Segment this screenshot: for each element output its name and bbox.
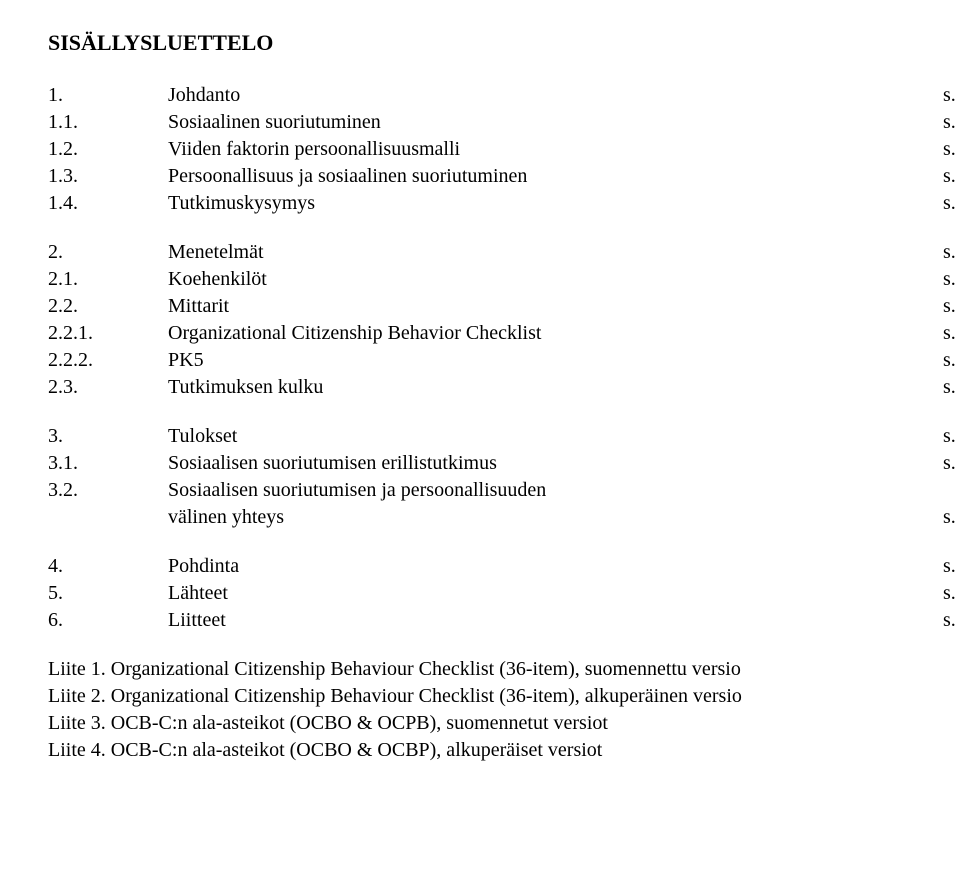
toc-page: s. 11 [943, 293, 960, 320]
toc-block: 1.Johdantos. 11.1.Sosiaalinen suoriutumi… [48, 82, 960, 217]
toc-row: 6.Liitteets. 25 [48, 607, 960, 634]
toc-row: 3.1.Sosiaalisen suoriutumisen erillistut… [48, 450, 960, 477]
toc-label: Menetelmät [168, 239, 943, 266]
toc-row: 2.2.1.Organizational Citizenship Behavio… [48, 320, 960, 347]
toc-number: 2.2. [48, 293, 168, 320]
toc-number: 2.1. [48, 266, 168, 293]
toc-number [48, 504, 168, 531]
toc-block: 2.Menetelmäts. 102.1.Koehenkilöts. 102.2… [48, 239, 960, 401]
toc-row: välinen yhteyss. 16 [48, 504, 960, 531]
toc-number: 2.2.2. [48, 347, 168, 374]
appendix-line: Liite 4. OCB-C:n ala-asteikot (OCBO & OC… [48, 737, 960, 764]
toc-label: välinen yhteys [168, 504, 943, 531]
toc-number: 3. [48, 423, 168, 450]
toc-page: s. 16 [943, 504, 960, 531]
toc-page: s. 10 [943, 239, 960, 266]
toc-page: s. 9 [943, 163, 960, 190]
toc-label: Liitteet [168, 607, 943, 634]
toc-number: 2.2.1. [48, 320, 168, 347]
toc-row: 5.Lähteets. 22 [48, 580, 960, 607]
toc-number: 4. [48, 553, 168, 580]
toc-row: 1.1.Sosiaalinen suoriutuminens. 2 [48, 109, 960, 136]
toc-page: s. 22 [943, 580, 960, 607]
toc-block: 4.Pohdintas. 185.Lähteets. 226.Liitteets… [48, 553, 960, 634]
toc-number: 1.3. [48, 163, 168, 190]
toc-label: Lähteet [168, 580, 943, 607]
toc-number: 1.1. [48, 109, 168, 136]
toc-row: 1.4.Tutkimuskysymyss. 10 [48, 190, 960, 217]
toc-label: Mittarit [168, 293, 943, 320]
toc-row: 4.Pohdintas. 18 [48, 553, 960, 580]
toc-page: s. 25 [943, 607, 960, 634]
toc-row: 3.Tuloksets. 14 [48, 423, 960, 450]
toc-row: 2.1.Koehenkilöts. 10 [48, 266, 960, 293]
appendix-line: Liite 3. OCB-C:n ala-asteikot (OCBO & OC… [48, 710, 960, 737]
appendix-line: Liite 2. Organizational Citizenship Beha… [48, 683, 960, 710]
toc-label: Sosiaalinen suoriutuminen [168, 109, 943, 136]
toc-number: 6. [48, 607, 168, 634]
table-of-contents: 1.Johdantos. 11.1.Sosiaalinen suoriutumi… [48, 82, 960, 634]
toc-label: Koehenkilöt [168, 266, 943, 293]
toc-number: 1.2. [48, 136, 168, 163]
toc-page: s. 13 [943, 347, 960, 374]
toc-label: PK5 [168, 347, 943, 374]
toc-number: 2.3. [48, 374, 168, 401]
toc-row: 2.2.Mittarits. 11 [48, 293, 960, 320]
toc-label: Sosiaalisen suoriutumisen ja persoonalli… [168, 477, 943, 504]
toc-label: Persoonallisuus ja sosiaalinen suoriutum… [168, 163, 943, 190]
toc-number: 1.4. [48, 190, 168, 217]
toc-number: 5. [48, 580, 168, 607]
toc-label: Pohdinta [168, 553, 943, 580]
toc-row: 2.3.Tutkimuksen kulkus. 14 [48, 374, 960, 401]
toc-row: 3.2.Sosiaalisen suoriutumisen ja persoon… [48, 477, 960, 504]
toc-label: Organizational Citizenship Behavior Chec… [168, 320, 943, 347]
toc-row: 1.3.Persoonallisuus ja sosiaalinen suori… [48, 163, 960, 190]
toc-page: s. 6 [943, 136, 960, 163]
toc-number: 3.1. [48, 450, 168, 477]
toc-page [943, 477, 960, 504]
appendix-list: Liite 1. Organizational Citizenship Beha… [48, 656, 960, 764]
toc-label: Tutkimuksen kulku [168, 374, 943, 401]
toc-page: s. 2 [943, 109, 960, 136]
toc-row: 1.Johdantos. 1 [48, 82, 960, 109]
toc-page: s. 10 [943, 190, 960, 217]
appendix-line: Liite 1. Organizational Citizenship Beha… [48, 656, 960, 683]
toc-label: Sosiaalisen suoriutumisen erillistutkimu… [168, 450, 943, 477]
toc-page: s. 10 [943, 266, 960, 293]
toc-page: s. 11 [943, 320, 960, 347]
toc-row: 2.2.2.PK5s. 13 [48, 347, 960, 374]
toc-label: Johdanto [168, 82, 943, 109]
toc-page: s. 15 [943, 450, 960, 477]
toc-number: 2. [48, 239, 168, 266]
toc-number: 1. [48, 82, 168, 109]
toc-block: 3.Tuloksets. 143.1.Sosiaalisen suoriutum… [48, 423, 960, 531]
toc-label: Tulokset [168, 423, 943, 450]
toc-row: 2.Menetelmäts. 10 [48, 239, 960, 266]
toc-page: s. 14 [943, 423, 960, 450]
toc-page: s. 18 [943, 553, 960, 580]
toc-page: s. 14 [943, 374, 960, 401]
toc-row: 1.2.Viiden faktorin persoonallisuusmalli… [48, 136, 960, 163]
toc-page: s. 1 [943, 82, 960, 109]
toc-number: 3.2. [48, 477, 168, 504]
toc-label: Viiden faktorin persoonallisuusmalli [168, 136, 943, 163]
document-title: SISÄLLYSLUETTELO [48, 28, 960, 58]
toc-label: Tutkimuskysymys [168, 190, 943, 217]
